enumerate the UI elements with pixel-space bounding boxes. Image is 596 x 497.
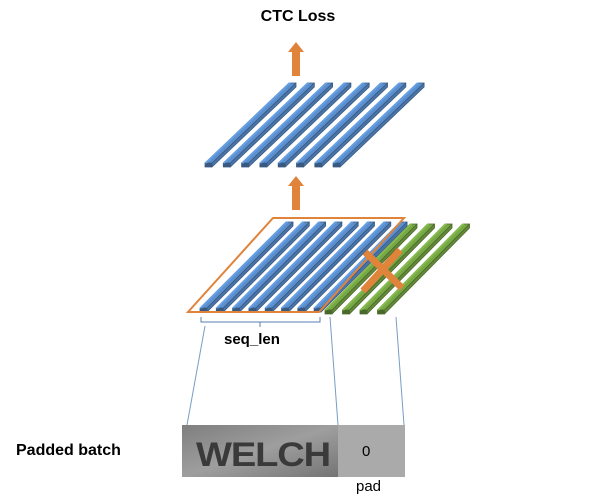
seq-len-label: seq_len — [224, 331, 280, 348]
input-bar-7 — [297, 221, 392, 313]
up-arrow-middle-icon — [288, 176, 304, 210]
pad-bar-1 — [324, 223, 418, 315]
input-sequence-bars — [199, 221, 408, 313]
input-bar-5 — [264, 221, 359, 313]
word-image: WELCH — [182, 425, 338, 477]
output-sequence-bars — [204, 82, 425, 168]
mapping-guide-lines — [186, 316, 405, 426]
input-bar-1 — [199, 221, 294, 313]
output-bar-2 — [222, 82, 315, 168]
excluded-cross-icon — [360, 247, 405, 294]
output-bar-6 — [296, 82, 388, 168]
pad-value-label: 0 — [362, 443, 371, 460]
seq-len-brace — [200, 317, 321, 327]
output-bar-7 — [314, 82, 407, 168]
up-arrow-top-icon — [288, 42, 304, 76]
seq-len-selection-box — [185, 217, 407, 313]
pad-cell — [338, 425, 405, 477]
input-bar-4 — [248, 221, 343, 313]
ctc-loss-title: CTC Loss — [260, 8, 336, 25]
output-bar-8 — [332, 82, 425, 168]
output-bar-4 — [259, 82, 352, 168]
pad-label: pad — [356, 478, 382, 495]
input-bar-3 — [232, 221, 327, 313]
padded-batch-label: Padded batch — [16, 442, 121, 459]
output-bar-3 — [241, 82, 334, 168]
input-bar-2 — [215, 221, 310, 313]
word-image-text: WELCH — [196, 436, 330, 474]
pad-bar-3 — [359, 223, 453, 315]
output-bar-1 — [204, 82, 297, 168]
output-bar-5 — [277, 82, 370, 168]
